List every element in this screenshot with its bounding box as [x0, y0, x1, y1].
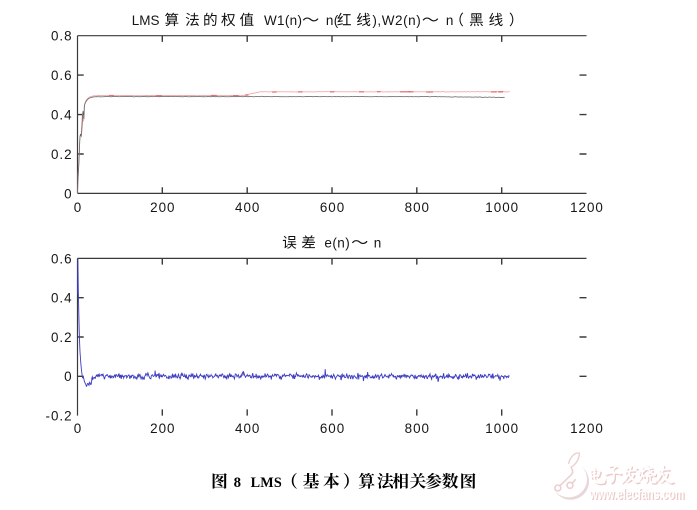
svg-text:n: n — [374, 236, 382, 251]
svg-text:0: 0 — [64, 186, 72, 201]
svg-text:LMS: LMS — [132, 13, 160, 28]
svg-text:W1(n): W1(n) — [264, 13, 302, 28]
svg-text:600: 600 — [320, 200, 345, 215]
svg-text:0.6: 0.6 — [51, 68, 73, 83]
svg-text:1000: 1000 — [485, 200, 519, 215]
svg-text:1200: 1200 — [570, 421, 604, 436]
svg-text:www.elecfans.com: www.elecfans.com — [589, 486, 684, 503]
svg-text:800: 800 — [405, 421, 430, 436]
svg-text:800: 800 — [405, 200, 430, 215]
svg-text:0.2: 0.2 — [51, 330, 73, 345]
svg-text:0.4: 0.4 — [51, 291, 73, 306]
svg-text:200: 200 — [150, 421, 175, 436]
svg-text:-0.2: -0.2 — [46, 409, 73, 424]
svg-text:600: 600 — [320, 421, 345, 436]
svg-text:200: 200 — [150, 200, 175, 215]
svg-text:400: 400 — [235, 421, 260, 436]
svg-text:n(: n( — [326, 13, 339, 28]
svg-text:),W2(n): ),W2(n) — [372, 13, 421, 28]
svg-text:0.8: 0.8 — [51, 29, 73, 44]
svg-text:0: 0 — [74, 200, 82, 215]
svg-text:0.4: 0.4 — [51, 108, 73, 123]
svg-text:e(n): e(n) — [324, 236, 350, 251]
svg-text:400: 400 — [235, 200, 260, 215]
svg-text:0.6: 0.6 — [51, 251, 73, 266]
svg-text:LMS: LMS — [251, 475, 282, 491]
svg-text:0.2: 0.2 — [51, 147, 73, 162]
svg-text:www.elecfans.com: www.elecfans.com — [590, 487, 685, 504]
svg-text:0: 0 — [74, 421, 82, 436]
svg-text:8: 8 — [234, 475, 241, 491]
svg-text:n: n — [446, 13, 454, 28]
svg-text:0: 0 — [64, 369, 72, 384]
svg-text:1000: 1000 — [485, 421, 519, 436]
svg-text:1200: 1200 — [570, 200, 604, 215]
